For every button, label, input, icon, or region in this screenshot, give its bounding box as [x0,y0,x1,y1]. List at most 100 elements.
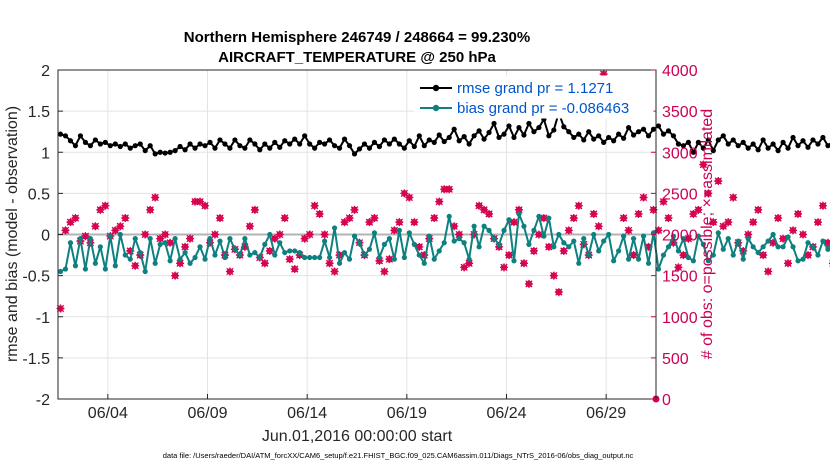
rmse-point [356,146,363,152]
obs-assimilated-marker [784,259,793,268]
bias-point [192,254,198,261]
obs-assimilated-marker [171,271,180,280]
bias-point [481,223,487,229]
rmse-point [192,145,198,151]
obs-point [818,201,827,210]
rmse-point [695,139,701,145]
rmse-point [72,143,79,149]
bias-point [346,256,353,262]
obs-assimilated-marker [81,232,90,241]
rmse-point [551,127,557,133]
obs-assimilated-marker [305,230,314,239]
rmse-point [157,149,163,155]
rmse-point [795,143,801,149]
rmse-point [172,148,178,154]
bias-point [336,260,343,266]
rmse-point [376,143,383,150]
bias-point [292,248,298,254]
y2-tick-label: 1000 [662,310,698,327]
obs-point [210,230,219,239]
bias-point [297,249,303,256]
obs-assimilated-marker [470,230,479,239]
obs-assimilated-marker [544,242,553,251]
rmse-point [675,141,682,147]
obs-assimilated-marker [375,256,384,265]
bias-point [551,244,557,250]
bias-point [262,241,268,247]
x-tick-label: 06/04 [88,405,128,422]
bias-point [312,254,318,261]
obs-point [549,271,558,280]
rmse-point [82,139,89,145]
obs-assimilated-marker [161,230,170,239]
obs-assimilated-marker [66,218,75,227]
rmse-point [805,144,811,150]
rmse-point [660,131,667,137]
obs-assimilated-marker [794,209,803,218]
rmse-point [371,139,378,145]
obs-point [719,222,728,231]
obs-assimilated-marker [141,230,150,239]
obs-point [395,218,404,227]
obs-assimilated-marker [405,193,414,202]
obs-assimilated-marker [564,226,573,235]
rmse-line [60,111,830,155]
x-tick-label: 06/19 [387,405,427,422]
obs-point [729,193,738,202]
bias-point [222,254,228,261]
obs-assimilated-marker [818,201,827,210]
rmse-point [700,145,706,151]
rmse-point [586,129,592,135]
obs-assimilated-marker [330,267,339,276]
bias-point [247,252,253,258]
bias-point [531,227,537,233]
rmse-point [511,134,517,141]
obs-assimilated-marker [61,226,70,235]
obs-assimilated-marker [455,230,464,239]
bias-point [431,256,437,262]
rmse-point [810,137,816,143]
bias-point [616,248,622,254]
rmse-point [476,128,482,134]
obs-assimilated-marker [504,251,513,260]
obs-assimilated-marker [579,240,588,249]
obs-assimilated-marker [420,251,429,260]
obs-assimilated-marker [186,234,195,243]
obs-point [694,205,703,214]
rmse-point [177,143,183,150]
bias-point [720,246,726,252]
obs-assimilated-marker [719,222,728,231]
rmse-point [820,134,826,141]
obs-assimilated-marker [435,197,444,206]
rmse-point [536,124,542,131]
rmse-point [765,145,771,151]
obs-point [350,205,359,214]
rmse-point [302,133,308,139]
obs-assimilated-marker [689,209,698,218]
obs-point [529,246,538,255]
obs-point [664,214,673,223]
bias-point [351,233,358,239]
obs-assimilated-marker [764,267,773,276]
rmse-point [755,147,761,153]
obs-assimilated-marker [799,230,808,239]
obs-assimilated-marker [166,238,175,247]
chart-title-line1: Northern Hemisphere 246749 / 248664 = 99… [184,29,530,46]
obs-point [171,271,180,280]
rmse-point [621,135,627,141]
obs-assimilated-marker [201,201,210,210]
obs-point [186,234,195,243]
obs-assimilated-marker [345,214,354,223]
y2-tick-label: 4000 [662,63,698,80]
rmse-point [386,141,392,147]
obs-assimilated-marker [430,214,439,223]
obs-point [774,214,783,223]
obs-point [634,209,643,218]
bias-point [441,240,447,246]
bias-point [122,252,128,258]
obs-assimilated-marker [554,288,563,297]
obs-point [749,218,758,227]
obs-assimilated-marker [823,238,830,247]
bias-point [640,233,647,239]
obs-point [400,189,409,198]
